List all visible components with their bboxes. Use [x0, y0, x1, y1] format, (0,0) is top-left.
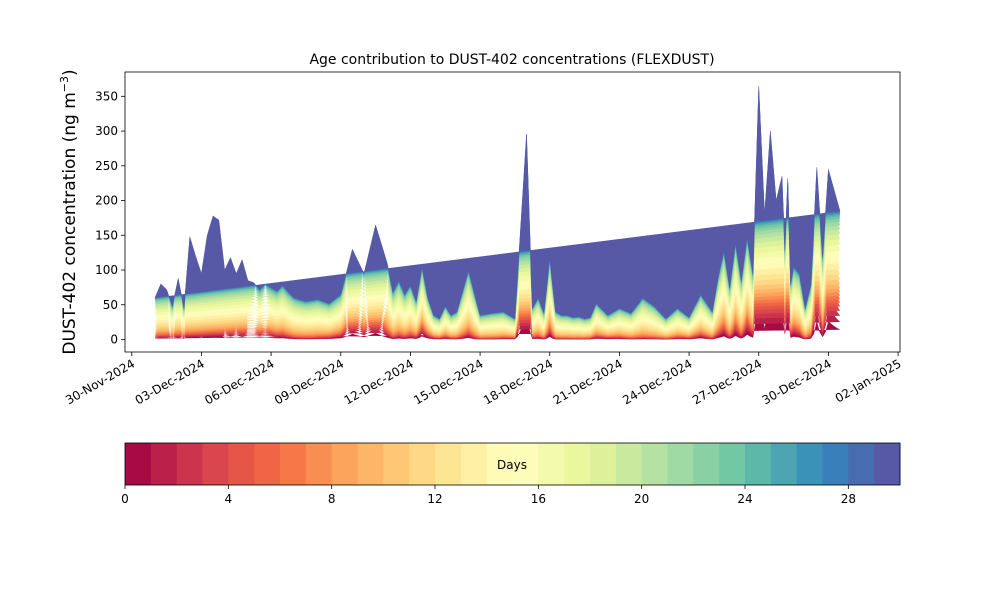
plot-frame: [124, 71, 901, 353]
x-tick-label: 30-Nov-2024: [63, 356, 137, 407]
colorbar-swatch-3: [202, 443, 229, 485]
colorbar-swatch-0: [125, 443, 152, 485]
age-band-area-9: [154, 163, 841, 337]
y-axis-label-close: ): [60, 69, 80, 76]
colorbar-swatch-5: [254, 443, 281, 485]
age-band-area-1: [154, 268, 841, 340]
colorbar-swatches: [125, 443, 901, 485]
x-tick-label: 03-Dec-2024: [133, 356, 207, 407]
x-tick-label: 06-Dec-2024: [202, 356, 276, 407]
colorbar-swatch-21: [667, 443, 694, 485]
x-tick-label: 21-Dec-2024: [551, 356, 625, 407]
colorbar-swatch-6: [280, 443, 307, 485]
colorbar: Days 0 4 8 12 16 20 24 28: [121, 442, 901, 506]
y-axis-label-main: DUST-402 concentration (ng m: [60, 92, 80, 354]
colorbar-swatch-1: [150, 443, 178, 485]
y-tick-label: 100: [95, 263, 118, 277]
colorbar-swatch-25: [770, 443, 798, 485]
x-tick-label: 24-Dec-2024: [620, 356, 694, 407]
age-band-area-8: [154, 169, 841, 337]
colorbar-swatch-29: [874, 443, 901, 485]
colorbar-swatch-15: [512, 443, 539, 485]
plot-area: 0 50 100 150 200 250 300 350 30-Nov-202403-Dec-…: [63, 71, 904, 407]
colorbar-swatch-14: [486, 443, 513, 485]
age-band-area-6: [154, 185, 841, 338]
age-band-area-5: [154, 196, 841, 339]
colorbar-swatch-2: [176, 443, 203, 485]
colorbar-swatch-20: [641, 443, 668, 485]
colorbar-swatch-7: [305, 443, 333, 485]
x-tick-label: 27-Dec-2024: [690, 356, 764, 407]
colorbar-swatch-28: [848, 443, 875, 485]
x-tick-label: 18-Dec-2024: [481, 356, 555, 407]
colorbar-tick-label: 4: [225, 492, 233, 506]
colorbar-swatch-12: [435, 443, 462, 485]
colorbar-swatch-22: [693, 443, 720, 485]
chart-title: Age contribution to DUST-402 concentrati…: [309, 52, 714, 68]
y-tick-label: 150: [95, 228, 118, 242]
y-tick-label: 0: [110, 332, 118, 346]
age-band-area-29: [154, 85, 841, 319]
y-axis-label: DUST-402 concentration (ng m−3): [58, 69, 80, 354]
age-band-area-0: [154, 299, 841, 340]
age-band-area-3: [154, 223, 841, 339]
colorbar-swatch-9: [357, 443, 384, 485]
colorbar-swatch-24: [745, 443, 772, 485]
colorbar-swatch-10: [383, 443, 410, 485]
y-axis: 0 50 100 150 200 250 300 350: [95, 89, 125, 346]
x-tick-label: 15-Dec-2024: [411, 356, 485, 407]
colorbar-tick-label: 8: [328, 492, 336, 506]
age-band-area-4: [154, 208, 841, 339]
y-tick-label: 250: [95, 159, 118, 173]
x-axis: 30-Nov-202403-Dec-202406-Dec-202409-Dec-…: [63, 352, 904, 407]
colorbar-tick-label: 24: [737, 492, 752, 506]
x-tick-label: 30-Dec-2024: [760, 356, 834, 407]
colorbar-swatch-8: [331, 443, 358, 485]
x-tick-label: 09-Dec-2024: [272, 356, 346, 407]
colorbar-swatch-23: [719, 443, 746, 485]
colorbar-swatch-26: [796, 443, 823, 485]
colorbar-swatch-19: [615, 443, 643, 485]
stacked-area-series: [154, 85, 841, 340]
colorbar-tick-label: 28: [841, 492, 856, 506]
colorbar-tick-label: 20: [634, 492, 649, 506]
colorbar-swatch-16: [538, 443, 565, 485]
colorbar-tick-label: 0: [121, 492, 129, 506]
colorbar-label: Days: [497, 458, 527, 472]
colorbar-tick-label: 12: [427, 492, 442, 506]
age-band-area-2: [154, 243, 841, 340]
y-tick-label: 350: [95, 89, 118, 103]
x-tick-label: 12-Dec-2024: [342, 356, 416, 407]
colorbar-swatch-17: [564, 443, 591, 485]
age-band-area-10: [154, 157, 841, 336]
colorbar-frame: [124, 442, 901, 486]
colorbar-tick-label: 16: [531, 492, 546, 506]
y-tick-label: 50: [103, 298, 118, 312]
colorbar-swatch-4: [228, 443, 255, 485]
y-tick-label: 300: [95, 124, 118, 138]
colorbar-ticks: 0 4 8 12 16 20 24 28: [121, 485, 856, 506]
y-axis-label-sup: −3: [58, 76, 71, 92]
colorbar-swatch-13: [460, 443, 488, 485]
colorbar-swatch-27: [822, 443, 849, 485]
colorbar-swatch-18: [590, 443, 617, 485]
x-tick-label: 02-Jan-2025: [833, 356, 904, 405]
colorbar-swatch-11: [409, 443, 436, 485]
y-tick-label: 200: [95, 194, 118, 208]
age-band-area-7: [154, 177, 841, 338]
